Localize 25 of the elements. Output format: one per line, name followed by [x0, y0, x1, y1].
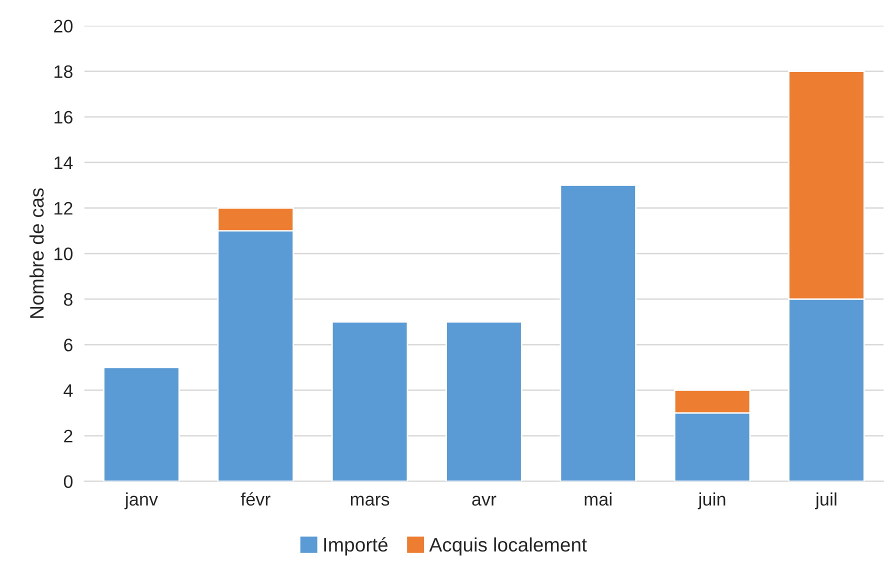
y-tick-label: 20 — [54, 20, 73, 33]
y-tick-label: 16 — [54, 110, 72, 124]
legend-label: Importé — [324, 537, 388, 556]
bar — [446, 321, 522, 482]
y-axis-title: Nombre de cas — [29, 188, 44, 318]
y-tick-label: 12 — [54, 202, 72, 215]
legend-label: Acquis localement — [429, 537, 587, 556]
y-tick-label: 6 — [64, 338, 72, 352]
y-tick-label: 2 — [64, 430, 72, 442]
x-tick-label: févr — [240, 492, 270, 506]
x-tick-label: mars — [350, 496, 390, 506]
y-tick-label: 14 — [54, 156, 73, 169]
bar — [331, 321, 408, 482]
x-tick-label: janv — [124, 492, 158, 510]
x-tick-label: mai — [584, 492, 612, 506]
y-tick-label: 8 — [64, 293, 72, 306]
bar — [103, 366, 180, 482]
x-tick-label: juin — [698, 492, 726, 510]
y-tick-label: 0 — [64, 475, 73, 488]
y-tick-label: 10 — [54, 247, 73, 260]
x-tick-label: juil — [814, 492, 836, 510]
bar — [560, 184, 637, 482]
y-tick-label: 4 — [64, 384, 73, 397]
y-tick-label: 18 — [54, 65, 72, 78]
x-tick-label: avr — [472, 496, 496, 506]
